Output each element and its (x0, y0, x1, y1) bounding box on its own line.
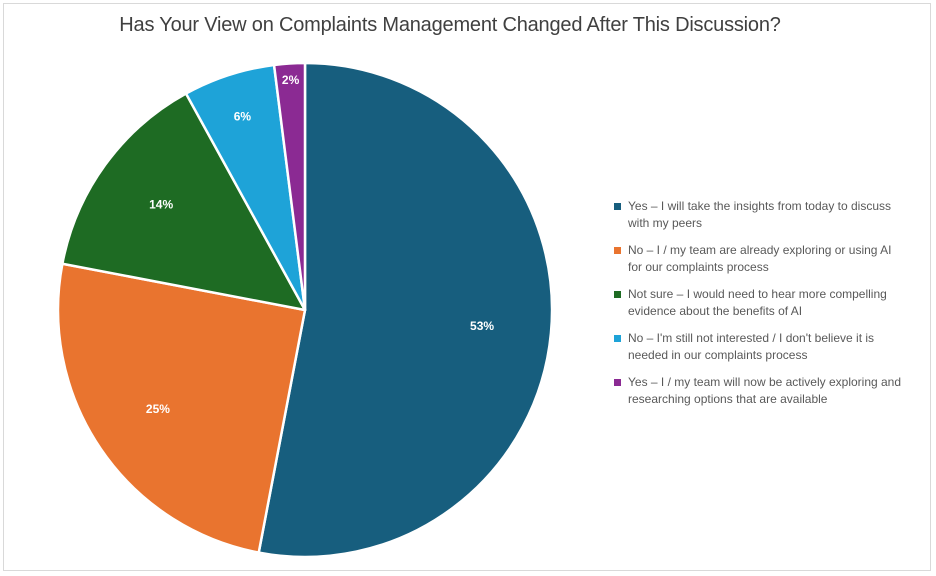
legend-label: Not sure – I would need to hear more com… (628, 287, 887, 318)
pie-slice-3 (61, 92, 307, 312)
legend-swatch (614, 291, 621, 298)
legend-label: No – I / my team are already exploring o… (628, 243, 892, 274)
pie-data-label-3: 14% (149, 198, 173, 212)
legend-item-4: No – I'm still not interested / I don't … (614, 330, 914, 364)
legend-item-2: No – I / my team are already exploring o… (614, 242, 914, 276)
legend-label: No – I'm still not interested / I don't … (628, 331, 875, 362)
legend-item-5: Yes – I / my team will now be actively e… (614, 374, 914, 408)
chart-legend: Yes – I will take the insights from toda… (614, 198, 914, 418)
pie-slice-1 (257, 61, 554, 559)
pie-data-label-4: 6% (234, 110, 252, 124)
legend-label: Yes – I / my team will now be actively e… (628, 375, 902, 406)
legend-swatch (614, 203, 621, 210)
legend-swatch (614, 247, 621, 254)
legend-item-3: Not sure – I would need to hear more com… (614, 286, 914, 320)
pie-slice-5 (272, 61, 307, 312)
pie-data-label-5: 2% (282, 73, 300, 87)
legend-swatch (614, 379, 621, 386)
pie-data-label-2: 25% (146, 402, 170, 416)
legend-label: Yes – I will take the insights from toda… (628, 199, 892, 230)
pie-slice-2 (56, 262, 307, 554)
pie-data-label-1: 53% (470, 319, 494, 333)
legend-item-1: Yes – I will take the insights from toda… (614, 198, 914, 232)
legend-swatch (614, 335, 621, 342)
chart-title: Has Your View on Complaints Management C… (119, 14, 781, 36)
